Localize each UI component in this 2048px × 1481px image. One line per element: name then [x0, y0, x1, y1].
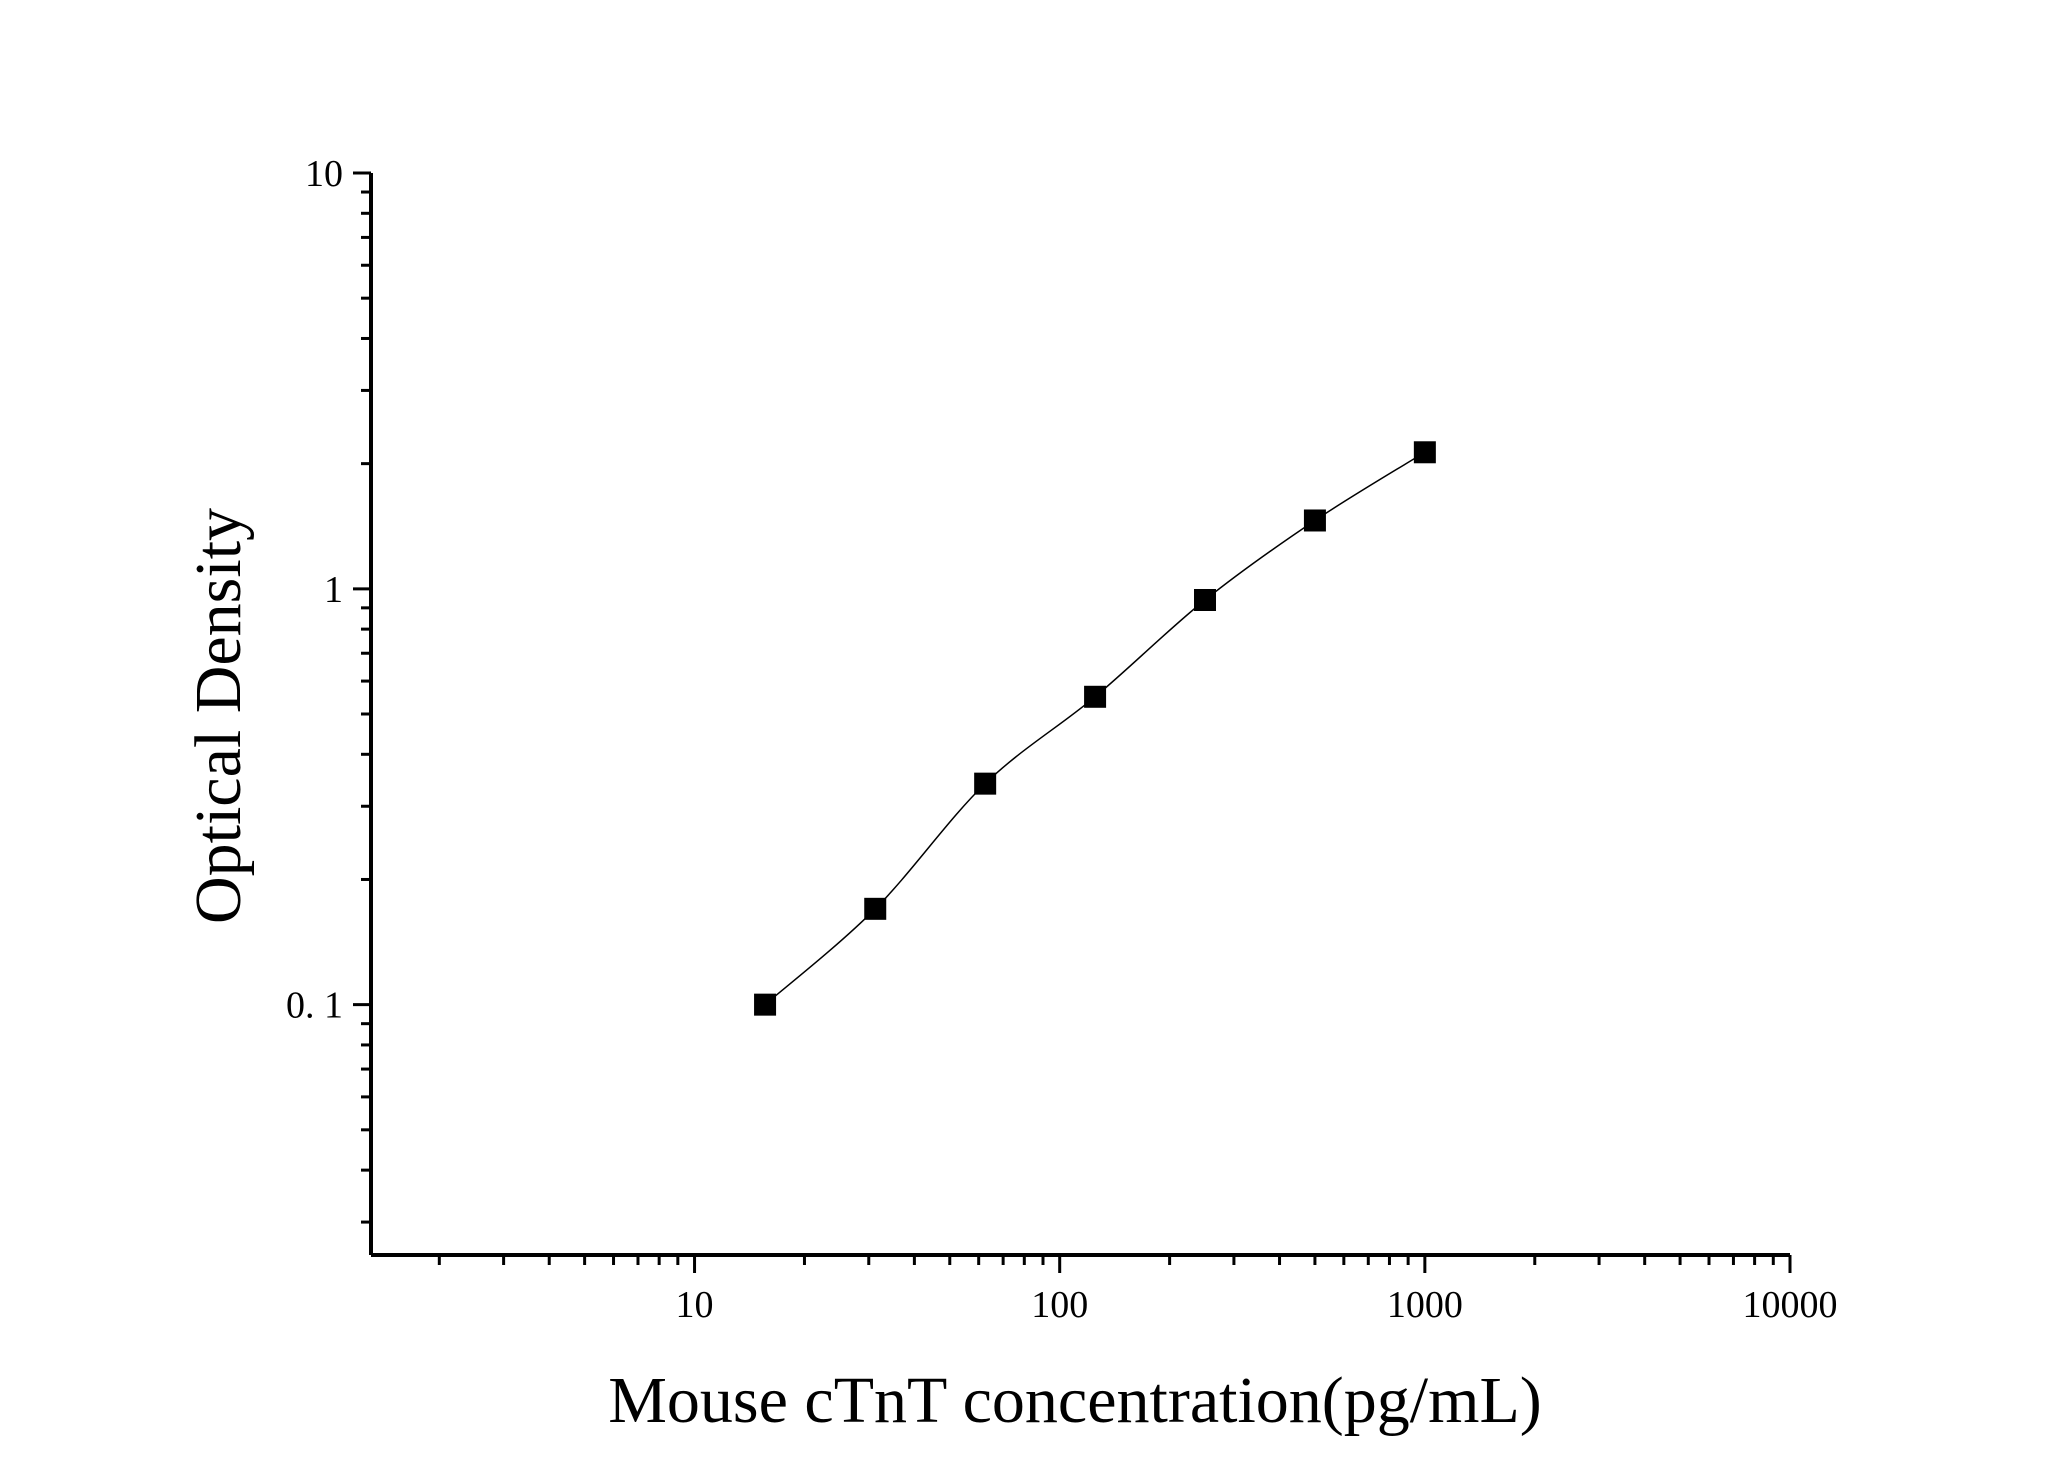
fit-curve: [764, 451, 1426, 1006]
y-tick-labels: 0. 1 1 10: [286, 153, 343, 1027]
data-point-6: [1303, 509, 1326, 532]
data-point-1: [754, 993, 777, 1016]
x-tick-label-100: 100: [1031, 1284, 1088, 1326]
x-tick-labels: 10 100 1000 10000: [676, 1284, 1838, 1326]
x-tick-label-10000: 10000: [1743, 1284, 1838, 1326]
x-axis-title: Mouse cTnT concentration(pg/mL): [608, 1364, 1542, 1437]
data-point-3: [974, 772, 997, 795]
data-point-4: [1084, 685, 1107, 708]
y-axis-title: Optical Density: [182, 508, 255, 924]
data-point-7: [1413, 441, 1436, 464]
data-markers: [754, 441, 1436, 1016]
x-tick-label-10: 10: [676, 1284, 714, 1326]
x-ticks: [437, 1255, 1792, 1273]
y-tick-label-1: 1: [324, 569, 343, 611]
data-point-2: [864, 897, 887, 920]
data-point-5: [1194, 588, 1217, 611]
x-tick-label-1000: 1000: [1387, 1284, 1463, 1326]
y-ticks: [353, 171, 371, 1224]
axes: [353, 171, 1792, 1273]
y-tick-label-10: 10: [305, 153, 343, 195]
y-tick-label-0-1: 0. 1: [286, 985, 343, 1027]
